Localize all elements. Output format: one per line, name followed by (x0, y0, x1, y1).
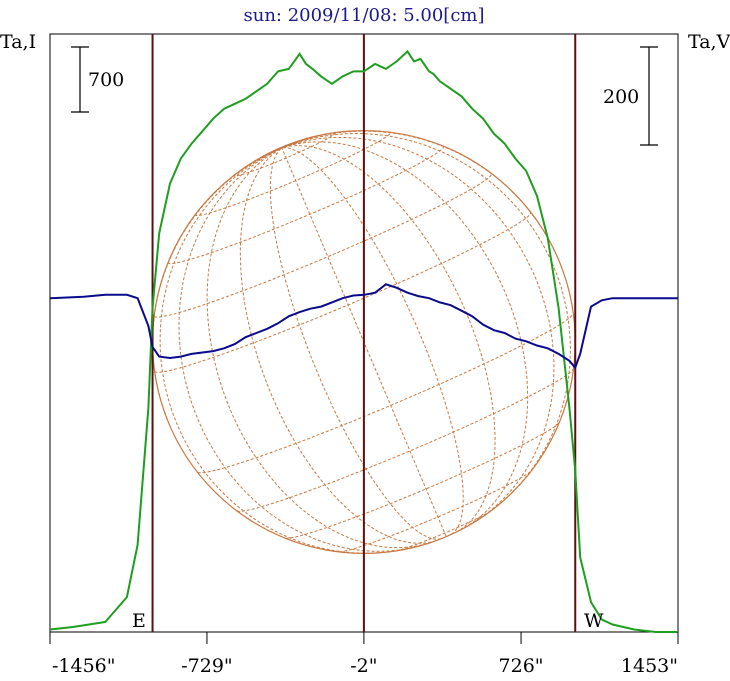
x-tick-label: 1453" (621, 655, 678, 677)
chart-title: sun: 2009/11/08: 5.00[cm] (243, 5, 484, 26)
longitude-line (178, 147, 420, 552)
longitude-line (281, 147, 464, 535)
heliographic-grid (151, 130, 576, 554)
left-scale-value: 700 (88, 69, 124, 91)
longitude-line (269, 147, 441, 540)
latitude-line (236, 368, 575, 512)
longitude-line (159, 147, 385, 554)
latitude-line (233, 132, 336, 177)
west-limb-label: W (584, 610, 604, 632)
longitude-line (239, 147, 437, 544)
right-scale-bar (640, 46, 658, 146)
right-scale-value: 200 (603, 86, 639, 108)
latitude-line (285, 422, 560, 539)
east-limb-label: E (132, 610, 146, 632)
x-axis-ticks: -1456" -729" -2" 726" 1453" (49, 632, 679, 677)
longitude-line (281, 132, 571, 504)
x-tick-label: 726" (499, 655, 544, 677)
x-tick-label: -729" (181, 655, 232, 677)
left-scale-bar (71, 46, 89, 113)
longitude-line (152, 147, 283, 425)
left-axis-label: Ta,I (0, 31, 36, 53)
longitude-line (281, 132, 333, 149)
stokes-i-line (49, 49, 678, 633)
longitude-line (281, 130, 560, 260)
x-tick-label: -1456" (52, 655, 116, 677)
latitude-line (194, 131, 391, 216)
latitude-line (167, 145, 444, 265)
latitude-line (339, 470, 532, 553)
vertical-markers (151, 34, 577, 632)
longitude-line (281, 141, 529, 531)
longitude-line (281, 145, 496, 533)
longitude-line (235, 147, 283, 175)
stokes-v-line (49, 283, 678, 370)
right-axis-label: Ta,V (688, 31, 730, 53)
longitude-line (281, 147, 447, 537)
longitude-line (281, 136, 555, 525)
x-tick-label: -2" (350, 655, 377, 677)
